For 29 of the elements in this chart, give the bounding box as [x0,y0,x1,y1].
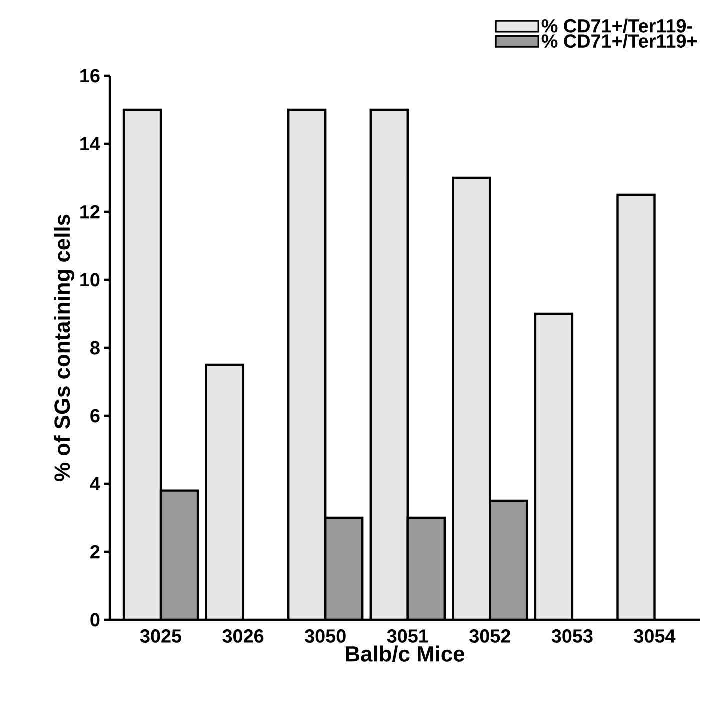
x-tick-label: 3051 [387,630,428,643]
x-tick-label: 3054 [634,630,676,643]
y-tick-label: 12 [80,205,100,219]
bar [535,314,572,620]
y-tick-label: 2 [90,545,100,559]
y-tick-label: 6 [90,409,100,423]
legend-label: % CD71+/Ter119+ [542,34,698,48]
bar [206,364,244,620]
bar [453,178,490,620]
y-tick-label: 14 [80,137,100,151]
x-tick-label: 3050 [304,630,346,643]
y-tick-label: 4 [90,477,100,491]
legend-label: % CD71+/Ter119- [542,18,692,34]
x-tick-label: 3026 [222,630,264,643]
bar [326,518,363,620]
y-tick-label: 0 [90,613,100,627]
bar [124,110,162,620]
bar [161,490,198,620]
y-tick-label: 10 [80,273,100,287]
x-tick-label: 3025 [140,630,182,643]
x-tick-label: 3053 [552,630,593,643]
bar [370,110,408,620]
x-tick-label: 3052 [470,630,510,643]
y-tick-label: 8 [90,341,100,355]
x-axis-title: Balb/c Mice [346,646,465,662]
bar [408,518,445,620]
y-tick-label: 16 [80,69,100,83]
y-axis-title: % of SGs containing cells [54,214,75,482]
bar [288,110,326,620]
